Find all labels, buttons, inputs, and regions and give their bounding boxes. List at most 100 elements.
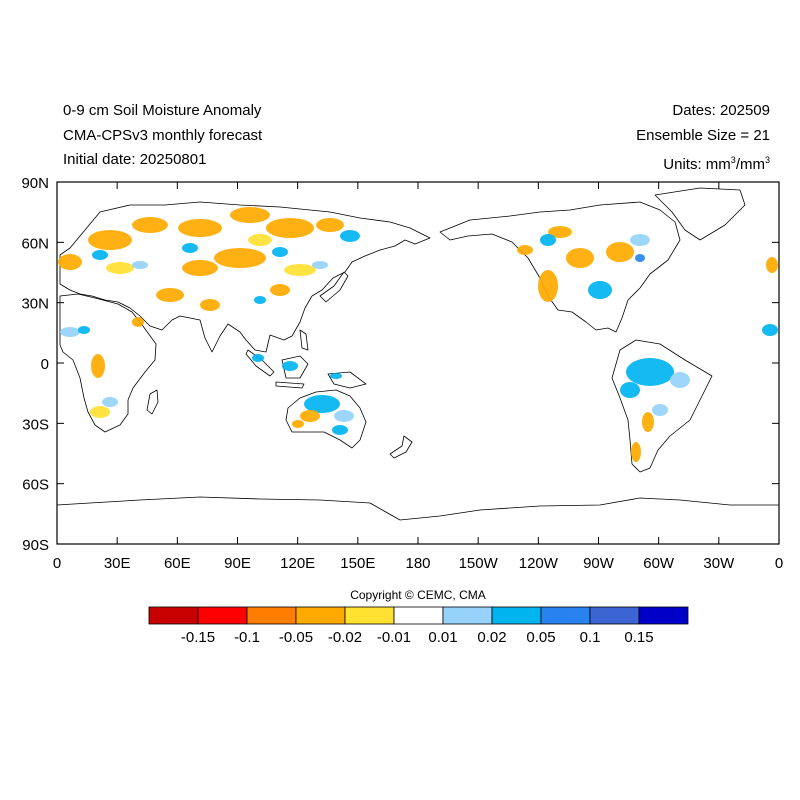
- anomaly-patch: [540, 234, 556, 246]
- anomaly-patch: [182, 243, 198, 253]
- colorbar-swatch: [540, 606, 591, 625]
- anomaly-patch: [538, 270, 558, 302]
- anomaly-patch: [254, 296, 266, 304]
- lon-tick-label: 60W: [643, 555, 675, 572]
- anomaly-patch: [284, 264, 316, 276]
- anomaly-patch: [60, 327, 80, 337]
- colorbar-label: 0.1: [580, 629, 601, 646]
- anomaly-patch: [92, 250, 108, 260]
- anomaly-patch: [334, 410, 354, 422]
- anomaly-patch: [630, 234, 650, 246]
- anomaly-patch: [631, 442, 641, 462]
- colorbar-swatch: [295, 606, 346, 625]
- copyright-text: Copyright © CEMC, CMA: [350, 588, 486, 602]
- anomaly-patch: [626, 358, 674, 386]
- anomaly-patch: [214, 248, 266, 268]
- anomaly-patch: [304, 395, 340, 413]
- ensemble-size: Ensemble Size = 21: [636, 127, 770, 144]
- colorbar: [148, 606, 689, 625]
- map-subtitle: CMA-CPSv3 monthly forecast: [63, 127, 263, 144]
- anomaly-patch: [762, 324, 778, 336]
- colorbar-label: 0.02: [477, 629, 506, 646]
- colorbar-swatch: [148, 606, 199, 625]
- landmass-greenland: [654, 187, 746, 241]
- lon-tick-label: 150E: [340, 555, 375, 572]
- anomaly-patch: [766, 257, 778, 273]
- colorbar-label: -0.15: [181, 629, 215, 646]
- anomaly-patch: [652, 404, 668, 416]
- anomaly-patch: [132, 217, 168, 233]
- lon-tick-label: 90W: [583, 555, 615, 572]
- landmass-antarctica: [57, 496, 779, 544]
- colorbar-label: 0.15: [624, 629, 653, 646]
- lon-tick-label: 120E: [280, 555, 315, 572]
- lon-tick-label: 90E: [224, 555, 251, 572]
- landmass-philippines: [299, 329, 309, 351]
- lon-tick-label: 150W: [459, 555, 499, 572]
- lat-tick-label: 30S: [22, 416, 49, 433]
- colorbar-label: 0.05: [526, 629, 555, 646]
- colorbar-label: 0.01: [428, 629, 457, 646]
- anomaly-patches: [58, 207, 778, 462]
- anomaly-patch: [330, 373, 342, 379]
- anomaly-patch: [58, 254, 82, 270]
- lon-tick-label: 180: [405, 555, 430, 572]
- colorbar-swatch: [344, 606, 395, 625]
- colorbar-swatch: [491, 606, 542, 625]
- anomaly-patch: [248, 234, 272, 246]
- colorbar-label: -0.02: [328, 629, 362, 646]
- units-label: Units: mm3/mm3: [663, 155, 770, 173]
- lon-tick-label: 60E: [164, 555, 191, 572]
- anomaly-patch: [332, 425, 348, 435]
- colorbar-swatch: [442, 606, 493, 625]
- lon-tick-label: 30E: [104, 555, 131, 572]
- anomaly-patch: [548, 226, 572, 238]
- landmass-new-zealand: [389, 435, 413, 459]
- anomaly-patch: [316, 218, 344, 232]
- anomaly-patch: [156, 288, 184, 302]
- lon-tick-label: 30W: [703, 555, 735, 572]
- anomaly-patch: [88, 230, 132, 250]
- lon-tick-label: 0: [775, 555, 783, 572]
- anomaly-patch: [292, 420, 304, 428]
- lat-tick-label: 90N: [21, 175, 49, 192]
- map-title: 0-9 cm Soil Moisture Anomaly: [63, 102, 262, 119]
- landmass-java: [275, 381, 305, 389]
- anomaly-patch: [642, 412, 654, 432]
- lon-tick-label: 0: [53, 555, 61, 572]
- anomaly-patch: [272, 247, 288, 257]
- colorbar-swatch: [246, 606, 297, 625]
- anomaly-patch: [178, 219, 222, 237]
- anomaly-patch: [517, 245, 533, 255]
- lat-tick-label: 0: [41, 356, 49, 373]
- initial-date: Initial date: 20250801: [63, 151, 207, 168]
- lat-tick-label: 30N: [21, 296, 49, 313]
- anomaly-patch: [78, 326, 90, 334]
- axis-ticks: [56, 181, 780, 545]
- landmass-sumatra: [245, 349, 275, 377]
- anomaly-patch: [132, 261, 148, 269]
- landmass-madagascar: [146, 389, 159, 415]
- anomaly-patch: [270, 284, 290, 296]
- anomaly-patch: [566, 248, 594, 268]
- anomaly-patch: [182, 260, 218, 276]
- colorbar-swatch: [589, 606, 640, 625]
- colorbar-label: -0.1: [234, 629, 260, 646]
- anomaly-patch: [670, 372, 690, 388]
- lon-tick-label: 120W: [519, 555, 559, 572]
- lat-tick-label: 60S: [22, 477, 49, 494]
- anomaly-patch: [606, 242, 634, 262]
- anomaly-patch: [312, 261, 328, 269]
- anomaly-patch: [300, 410, 320, 422]
- anomaly-patch: [90, 406, 110, 418]
- colorbar-label: -0.01: [377, 629, 411, 646]
- anomaly-patch: [132, 317, 144, 327]
- anomaly-patch: [620, 382, 640, 398]
- anomaly-patch: [635, 254, 645, 262]
- anomaly-patch: [340, 230, 360, 242]
- lat-tick-label: 90S: [22, 537, 49, 554]
- anomaly-patch: [91, 354, 105, 378]
- anomaly-patch: [106, 262, 134, 274]
- anomaly-patch: [266, 218, 314, 238]
